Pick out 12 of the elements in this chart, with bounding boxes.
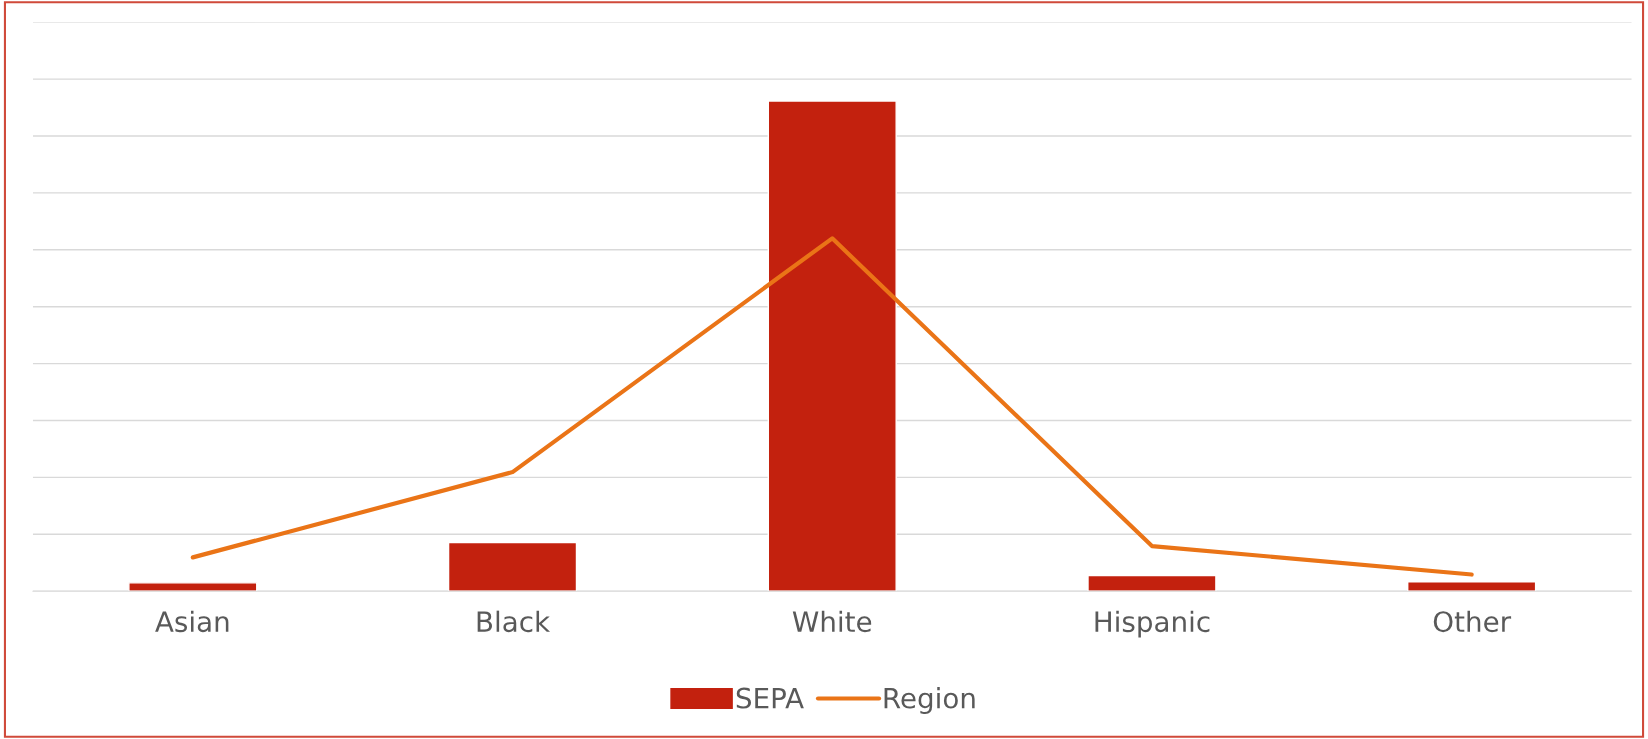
- bar: [1407, 581, 1537, 592]
- bar: [767, 100, 897, 592]
- bar: [447, 541, 578, 592]
- bar: [128, 582, 258, 592]
- x-tick-label: Asian: [155, 610, 229, 633]
- bar: [1087, 574, 1217, 592]
- legend-label: SEPA: [736, 687, 804, 709]
- x-tick-label: Black: [477, 610, 551, 633]
- x-tick-label: White: [792, 610, 872, 633]
- legend-label: Region: [884, 687, 975, 714]
- x-tick-label: Hispanic: [1095, 610, 1210, 638]
- x-tick-label: Other: [1433, 610, 1512, 633]
